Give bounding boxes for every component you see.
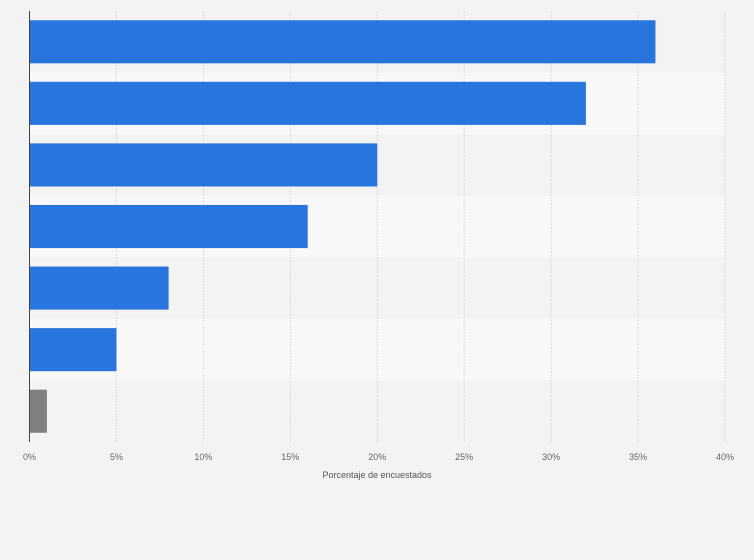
bar[interactable] (29, 81, 586, 125)
bar[interactable] (29, 20, 656, 64)
x-tick-label: 25% (455, 452, 473, 462)
bar[interactable] (29, 266, 169, 310)
bar[interactable] (29, 204, 308, 249)
x-tick-labels: 0% 5% 10% 15% 20% 25% 30% 35% 40% (23, 452, 734, 462)
bar[interactable] (29, 143, 378, 187)
x-tick-label: 5% (110, 452, 123, 462)
bar[interactable] (29, 389, 47, 433)
x-tick-label: 20% (368, 452, 386, 462)
x-tick-label: 15% (281, 452, 299, 462)
x-tick-label: 35% (629, 452, 647, 462)
x-tick-label: 10% (194, 452, 212, 462)
bars (29, 20, 656, 433)
x-tick-label: 0% (23, 452, 36, 462)
x-tick-label: 30% (542, 452, 560, 462)
x-tick-label: 40% (716, 452, 734, 462)
bar[interactable] (29, 328, 117, 372)
x-axis-label: Porcentaje de encuestados (322, 470, 432, 480)
